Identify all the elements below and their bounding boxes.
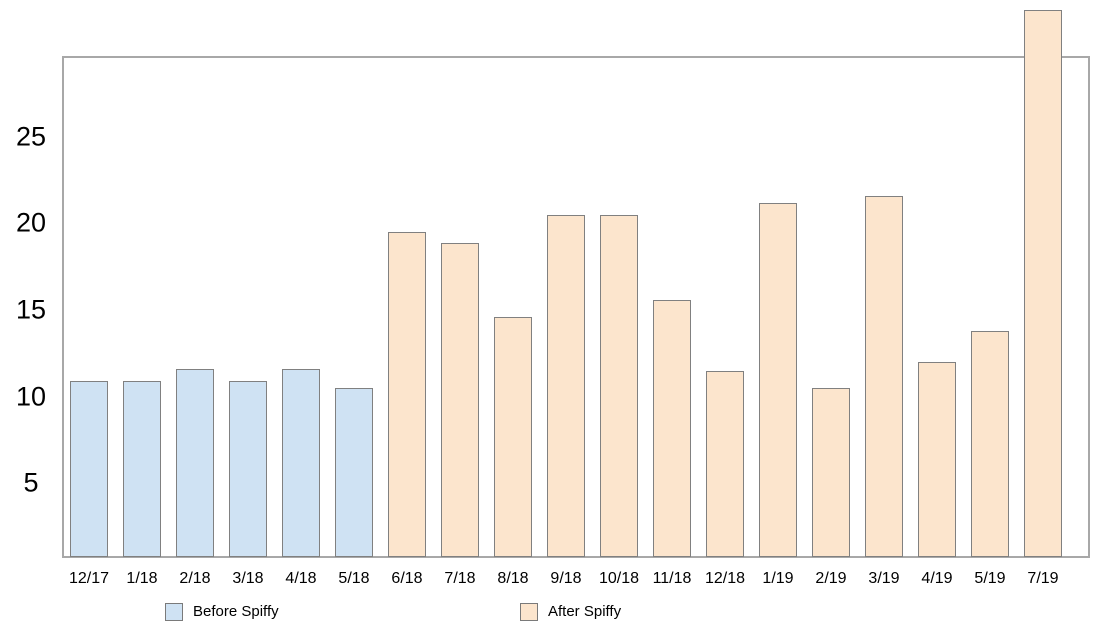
- bar-5-18: [335, 388, 373, 557]
- x-tick-label: 12/17: [68, 570, 110, 587]
- legend-item-before-spiffy: Before Spiffy: [165, 602, 279, 621]
- bar-11-18: [653, 299, 691, 557]
- y-tick-label: 10: [15, 381, 47, 412]
- x-tick-label: 8/18: [497, 570, 529, 587]
- x-tick-label: 11/18: [652, 570, 692, 587]
- bar-2-18: [176, 369, 214, 557]
- x-tick-label: 1/18: [126, 570, 158, 587]
- bar-1-18: [123, 381, 161, 557]
- x-tick-label: 5/18: [338, 570, 370, 587]
- bar-4-18: [282, 369, 320, 557]
- legend-swatch-after-spiffy: [520, 602, 538, 621]
- bar-1-19: [759, 202, 797, 557]
- x-tick-label: 2/19: [815, 570, 847, 587]
- x-tick-label: 4/19: [921, 570, 953, 587]
- bar-3-19: [865, 195, 903, 557]
- bar-10-18: [600, 214, 638, 557]
- x-tick-label: 7/18: [444, 570, 476, 587]
- bar-2-19: [812, 388, 850, 557]
- bar-5-19: [971, 330, 1009, 557]
- plot-area: [63, 10, 1089, 557]
- bar-7-19: [1024, 10, 1062, 557]
- x-tick-label: 9/18: [550, 570, 582, 587]
- y-tick-label: 25: [15, 121, 47, 152]
- y-tick-label: 5: [23, 467, 39, 498]
- bar-4-19: [918, 362, 956, 557]
- x-tick-label: 6/18: [391, 570, 423, 587]
- legend-label-after-spiffy: After Spiffy: [548, 603, 622, 620]
- bar-12-17: [70, 381, 108, 557]
- bar-8-18: [494, 317, 532, 557]
- x-tick-label: 7/19: [1027, 570, 1059, 587]
- bar-7-18: [441, 242, 479, 557]
- x-tick-label: 12/18: [704, 570, 746, 587]
- legend-label-before-spiffy: Before Spiffy: [193, 603, 279, 620]
- legend-item-after-spiffy: After Spiffy: [520, 602, 621, 621]
- y-tick-label: 20: [15, 207, 47, 238]
- bar-12-18: [706, 370, 744, 557]
- bar-3-18: [229, 381, 267, 557]
- x-tick-label: 4/18: [285, 570, 317, 587]
- x-tick-label: 1/19: [762, 570, 794, 587]
- x-tick-label: 5/19: [974, 570, 1006, 587]
- x-tick-label: 3/18: [232, 570, 264, 587]
- legend-swatch-before-spiffy: [165, 602, 183, 621]
- x-tick-label: 10/18: [598, 570, 640, 587]
- bar-9-18: [547, 214, 585, 557]
- bar-6-18: [388, 232, 426, 557]
- x-tick-label: 3/19: [868, 570, 900, 587]
- plot-frame: [62, 56, 1090, 558]
- y-tick-label: 15: [15, 294, 47, 325]
- x-tick-label: 2/18: [179, 570, 211, 587]
